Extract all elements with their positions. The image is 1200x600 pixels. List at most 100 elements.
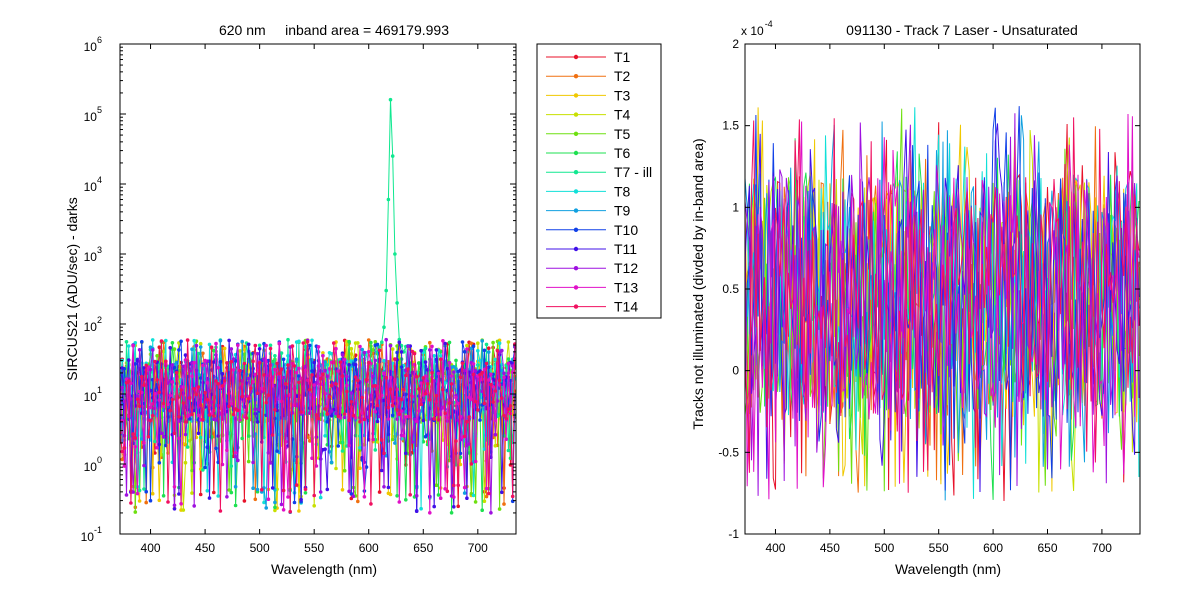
data-point (192, 460, 196, 465)
data-point (233, 454, 238, 459)
data-point (462, 491, 467, 495)
data-point (238, 349, 242, 353)
data-point (486, 491, 491, 496)
data-point (373, 410, 378, 414)
data-point (500, 348, 504, 353)
data-point (264, 343, 269, 348)
data-point (362, 495, 367, 499)
data-point (484, 486, 489, 491)
data-point (436, 493, 441, 497)
data-point (131, 343, 135, 348)
data-point (366, 338, 371, 342)
data-point (190, 347, 194, 352)
data-point (360, 347, 365, 352)
data-point (157, 498, 162, 503)
legend-label: T7 - ill (614, 164, 652, 180)
data-point (506, 361, 511, 366)
data-point (441, 387, 445, 392)
data-point (493, 357, 498, 362)
data-point (190, 412, 194, 417)
data-point (303, 487, 308, 492)
legend-item: T4 (546, 107, 631, 123)
data-point (373, 448, 378, 452)
data-point (327, 395, 332, 399)
right-y-tick-label: 1 (732, 200, 739, 214)
legend-item: T12 (546, 260, 638, 276)
data-point (334, 466, 338, 471)
data-point (266, 393, 271, 397)
data-point (445, 366, 450, 371)
data-point (493, 432, 498, 437)
legend-label: T14 (614, 299, 638, 315)
data-point (462, 485, 467, 490)
data-point (438, 357, 443, 362)
data-point (242, 361, 247, 366)
data-point (246, 434, 251, 438)
data-point (382, 371, 386, 376)
data-point (262, 373, 266, 377)
data-point (452, 495, 456, 499)
data-point (458, 375, 463, 380)
data-point (347, 363, 351, 367)
data-point (347, 489, 351, 494)
data-point (157, 398, 162, 402)
data-point (238, 368, 242, 373)
data-point (137, 488, 142, 493)
data-point (284, 382, 288, 386)
data-point (428, 348, 432, 352)
data-point (347, 443, 351, 448)
data-point (502, 502, 506, 506)
data-point (390, 437, 395, 442)
data-point (414, 493, 419, 498)
data-point (257, 343, 262, 348)
data-point (244, 416, 249, 420)
data-point (434, 348, 439, 352)
left-x-tick-label: 500 (250, 541, 270, 555)
data-point (292, 403, 297, 408)
data-point (329, 351, 334, 356)
data-point (183, 358, 188, 362)
data-point (122, 446, 127, 450)
data-point (399, 365, 404, 369)
data-point (325, 419, 330, 424)
data-point (469, 397, 474, 402)
data-point (229, 490, 234, 495)
right-y-multiplier: x 10-4 (741, 19, 773, 38)
data-point (390, 154, 395, 158)
data-point (153, 406, 157, 411)
data-point (220, 384, 225, 388)
data-point (240, 436, 244, 441)
data-point (353, 357, 358, 362)
left-x-tick-label: 450 (195, 541, 215, 555)
legend-label: T10 (614, 222, 638, 238)
data-point (493, 389, 498, 393)
left-y-axis-label: SIRCUS21 (ADU/sec) - darks (64, 197, 80, 381)
data-point (288, 509, 293, 514)
left-y-tick-label: 10-1 (81, 525, 102, 544)
data-point (347, 339, 351, 344)
data-point (294, 370, 299, 375)
data-point (375, 440, 380, 444)
data-point (508, 404, 513, 408)
data-point (364, 377, 369, 382)
data-point (203, 358, 207, 363)
data-point (334, 411, 338, 416)
data-point (406, 398, 410, 402)
data-point (286, 337, 290, 342)
right-y-tick-label: -1 (728, 527, 739, 541)
data-point (236, 408, 240, 413)
data-point (358, 419, 362, 424)
data-point (161, 404, 166, 409)
data-point (369, 502, 373, 506)
left-y-tick-label: 106 (84, 35, 102, 54)
data-point (388, 97, 393, 102)
data-point (198, 435, 203, 440)
data-point (253, 407, 258, 412)
data-point (201, 468, 205, 472)
data-point (390, 347, 395, 351)
data-point (135, 491, 140, 496)
legend-marker-sample (573, 189, 579, 194)
data-point (148, 498, 153, 503)
data-point (120, 385, 124, 390)
data-point (168, 393, 172, 398)
